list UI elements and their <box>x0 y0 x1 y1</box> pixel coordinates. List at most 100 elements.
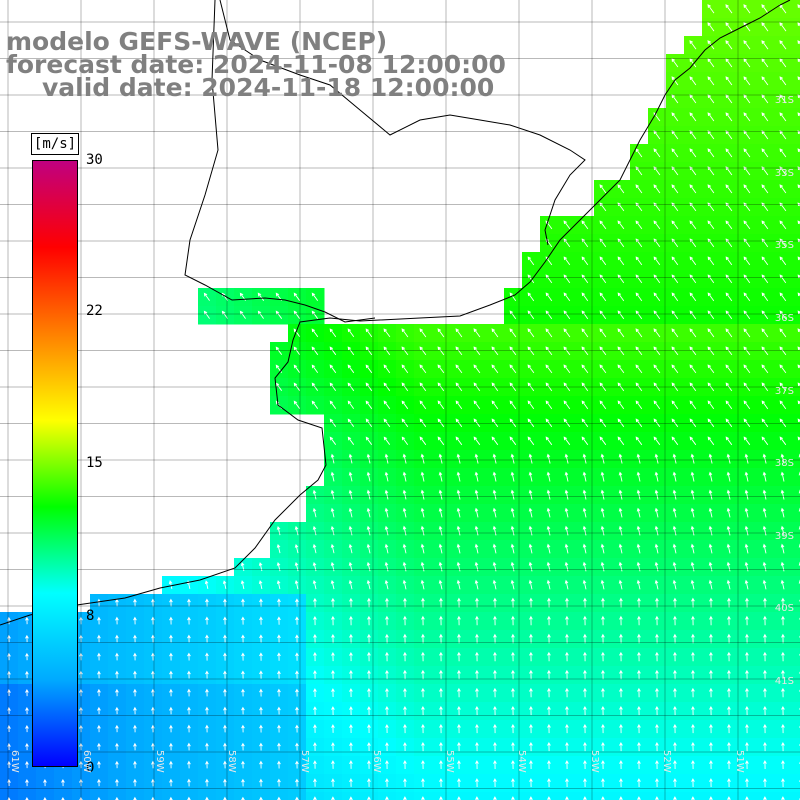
wind-arrow <box>528 489 533 500</box>
wind-arrow <box>509 436 517 446</box>
wind-arrow <box>781 633 785 644</box>
wind-arrow <box>725 436 733 446</box>
wind-arrow <box>511 723 515 734</box>
wind-cell <box>702 792 721 800</box>
wind-arrow <box>762 507 767 518</box>
wind-arrow <box>25 724 29 733</box>
wind-arrow <box>689 130 697 140</box>
wind-arrow <box>583 651 587 662</box>
wind-arrow <box>383 418 391 428</box>
wind-arrow <box>709 760 713 770</box>
wind-arrow <box>725 4 733 14</box>
wind-arrow <box>545 310 553 320</box>
wind-arrow <box>744 471 749 482</box>
wind-arrow <box>707 4 715 14</box>
wind-arrow <box>527 292 535 302</box>
wind-cell <box>792 18 800 37</box>
colorbar-tick-15: 15 <box>86 455 103 471</box>
wind-arrow <box>565 687 569 698</box>
wind-arrow <box>348 525 353 536</box>
wind-arrow <box>277 706 281 715</box>
wind-arrow <box>313 615 317 626</box>
wind-arrow <box>780 453 785 464</box>
wind-arrow <box>690 525 695 536</box>
wind-arrow <box>655 705 659 716</box>
wind-arrow <box>671 112 679 122</box>
wind-arrow <box>581 418 589 428</box>
wind-arrow <box>547 705 551 716</box>
wind-arrow <box>295 616 299 625</box>
wind-arrow <box>455 364 463 374</box>
wind-arrow <box>653 184 661 194</box>
wind-arrow <box>527 364 535 374</box>
wind-arrow <box>762 489 767 500</box>
wind-arrow <box>636 507 641 518</box>
wind-arrow <box>690 561 695 572</box>
wind-arrow <box>689 76 697 86</box>
wind-arrow <box>689 418 697 428</box>
wind-arrow <box>329 400 337 409</box>
wind-arrow <box>780 471 785 482</box>
wind-arrow <box>727 651 731 662</box>
wind-arrow <box>781 705 785 716</box>
wind-arrow <box>563 292 571 302</box>
wind-cell <box>234 792 253 800</box>
wind-arrow <box>257 310 264 319</box>
wind-arrow <box>457 651 461 662</box>
wind-arrow <box>492 471 497 482</box>
wind-arrow <box>421 796 425 800</box>
wind-arrow <box>510 507 515 518</box>
wind-arrow <box>133 598 137 607</box>
wind-arrow <box>744 543 749 554</box>
wind-arrow <box>330 561 335 572</box>
wind-arrow <box>743 184 751 194</box>
wind-arrow <box>133 706 137 715</box>
wind-arrow <box>115 778 119 787</box>
wind-arrow <box>599 418 607 428</box>
wind-arrow <box>600 489 605 500</box>
wind-arrow <box>780 525 785 536</box>
wind-arrow <box>653 220 661 230</box>
wind-arrow <box>421 651 425 662</box>
wind-cell <box>792 180 800 199</box>
wind-arrow <box>546 489 551 500</box>
wind-arrow <box>743 292 751 302</box>
wind-cell <box>792 486 800 505</box>
wind-arrow <box>563 418 571 428</box>
wind-arrow <box>527 418 535 428</box>
wind-arrow <box>311 364 319 374</box>
wind-arrow <box>797 310 800 315</box>
wind-arrow <box>763 651 767 662</box>
wind-arrow <box>403 651 407 662</box>
wind-arrow <box>617 310 625 320</box>
wind-arrow <box>619 687 623 698</box>
wind-arrow <box>581 220 589 230</box>
wind-arrow <box>528 579 533 590</box>
wind-arrow <box>365 418 373 428</box>
wind-arrow <box>25 688 29 697</box>
wind-arrow <box>205 652 209 661</box>
wind-arrow <box>744 561 749 572</box>
wind-arrow <box>727 633 731 644</box>
wind-arrow <box>529 615 533 626</box>
wind-arrow <box>401 400 409 410</box>
wind-arrow <box>457 723 461 734</box>
wind-arrow <box>546 525 551 536</box>
wind-arrow <box>329 346 337 356</box>
wind-arrow <box>761 4 769 14</box>
wind-cell <box>486 792 505 800</box>
wind-arrow <box>385 669 389 680</box>
wind-arrow <box>511 615 515 626</box>
wind-arrow <box>581 328 589 338</box>
wind-arrow <box>708 579 713 590</box>
wind-cell <box>648 792 667 800</box>
wind-arrow <box>492 489 497 500</box>
wind-arrow <box>637 633 641 644</box>
wind-arrow <box>295 706 299 715</box>
wind-arrow <box>725 400 733 410</box>
wind-arrow <box>240 580 245 590</box>
wind-arrow <box>599 364 607 374</box>
wind-arrow <box>745 651 749 662</box>
wind-cell <box>414 792 433 800</box>
